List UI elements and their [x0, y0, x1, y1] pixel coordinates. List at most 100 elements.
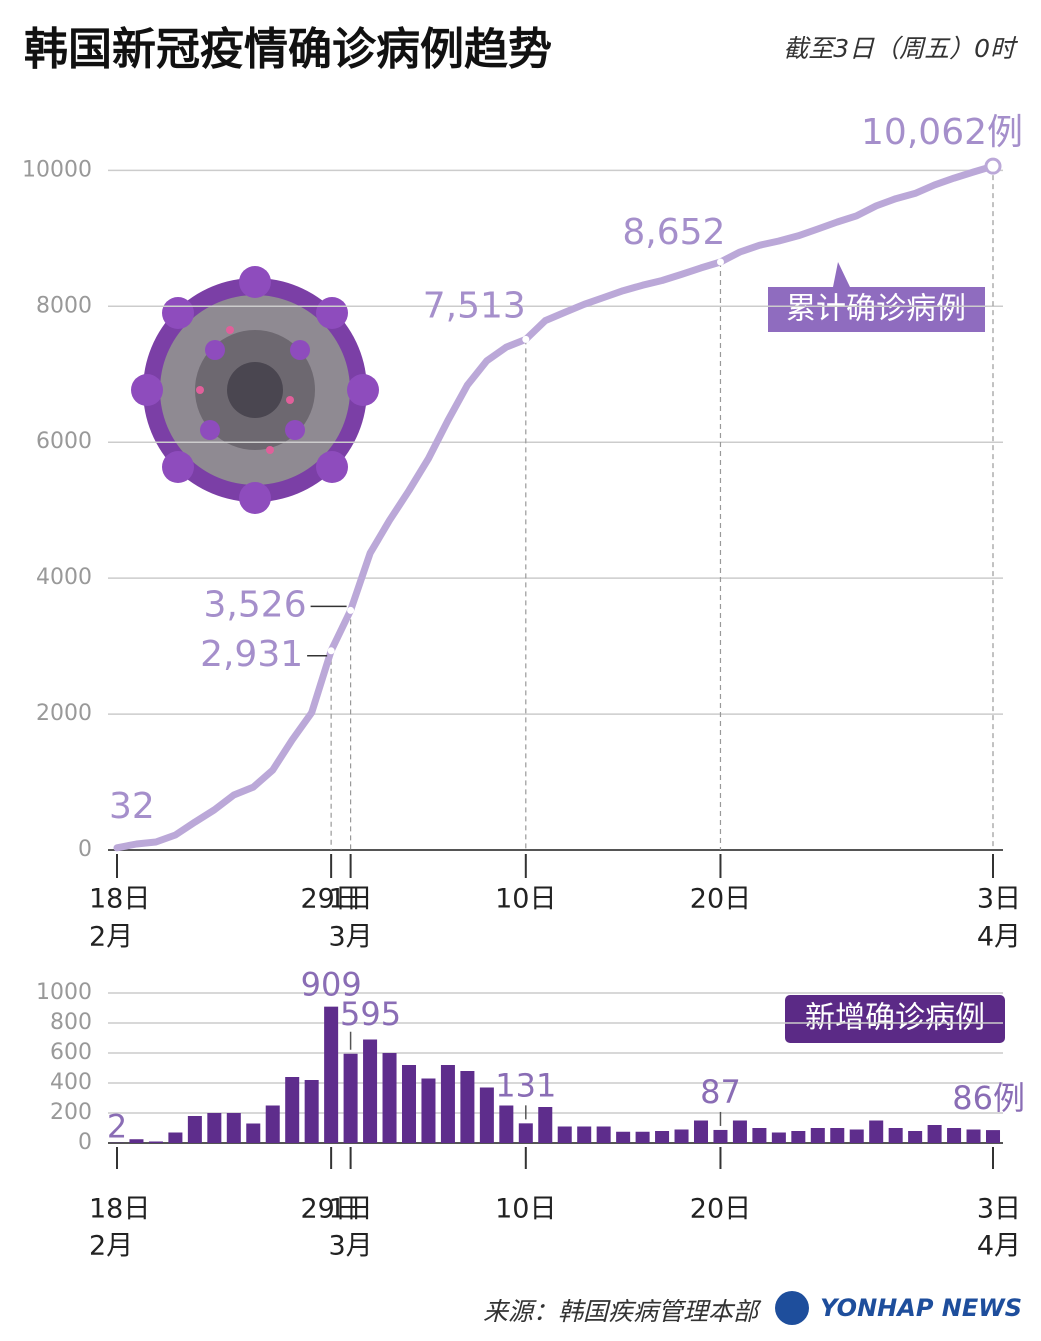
cumulative-line [113, 162, 997, 852]
bar [985, 1130, 1001, 1143]
bar [908, 1131, 923, 1143]
bar [713, 1129, 728, 1143]
bar [343, 1053, 358, 1143]
legend-label: 新增确诊病例 [805, 1001, 985, 1036]
value-label: 595 [340, 995, 401, 1033]
bar [849, 1129, 864, 1143]
bar [401, 1065, 417, 1143]
month-label: 2月 [89, 1231, 133, 1262]
legend-box-bar: 新增确诊病例 [785, 995, 1005, 1043]
y-tick-label: 6000 [36, 429, 92, 454]
y-tick-label: 2000 [36, 701, 92, 726]
bar [655, 1131, 670, 1143]
bar [577, 1126, 592, 1143]
value-label: 32 [109, 786, 155, 827]
logo: YONHAP NEWS [820, 1294, 1022, 1322]
y-tick-label: 800 [50, 1010, 92, 1035]
bar [421, 1078, 436, 1143]
bar [363, 1039, 378, 1143]
logo-mark [775, 1291, 809, 1325]
bar [246, 1123, 261, 1143]
bar [440, 1065, 455, 1143]
y-tick-label: 400 [50, 1070, 92, 1095]
bar [479, 1087, 494, 1143]
y-tick-label: 10000 [22, 157, 92, 182]
bar [499, 1105, 514, 1143]
legend-box-line: 累计确诊病例 [768, 262, 985, 332]
bar [771, 1132, 786, 1143]
x-tick-label: 29日 [300, 1194, 361, 1225]
bar [129, 1139, 144, 1143]
month-label: 4月 [977, 922, 1021, 953]
bar [324, 1006, 339, 1143]
bar [265, 1105, 280, 1143]
x-tick-label: 20日 [690, 1194, 751, 1225]
x-tick-label: 29日 [300, 884, 361, 915]
point [522, 335, 530, 343]
bar [382, 1053, 397, 1143]
bar [148, 1141, 163, 1143]
point [984, 157, 1002, 175]
value-label: 2 [107, 1108, 127, 1146]
bar [168, 1132, 183, 1143]
point [347, 606, 355, 614]
source: 来源：韩国疾病管理本部 [483, 1297, 762, 1326]
value-label: 87 [700, 1073, 741, 1111]
bar [791, 1131, 806, 1143]
bar [538, 1107, 553, 1143]
bar [830, 1128, 845, 1143]
value-label: 8,652 [622, 212, 725, 253]
y-tick-label: 4000 [36, 565, 92, 590]
y-tick-label: 8000 [36, 293, 92, 318]
month-label: 3月 [329, 922, 373, 953]
y-tick-label: 0 [78, 837, 92, 862]
value-label: 2,931 [200, 634, 303, 675]
month-label: 4月 [977, 1231, 1021, 1262]
point [716, 258, 724, 266]
x-tick-label: 20日 [690, 884, 751, 915]
x-tick-label: 10日 [495, 884, 556, 915]
bar [966, 1129, 981, 1143]
bar [888, 1128, 903, 1143]
bar [947, 1128, 962, 1143]
x-tick-label: 18日 [89, 884, 150, 915]
value-label: 909 [301, 966, 362, 1004]
y-tick-label: 600 [50, 1040, 92, 1065]
value-label: 7,513 [423, 285, 526, 326]
bar [187, 1116, 202, 1143]
month-label: 2月 [89, 922, 133, 953]
x-tick-label: 3日 [977, 1194, 1021, 1225]
bar [518, 1123, 533, 1143]
bar [869, 1120, 884, 1143]
legend-label: 累计确诊病例 [786, 292, 966, 327]
month-label: 3月 [329, 1231, 373, 1262]
y-tick-label: 0 [78, 1130, 92, 1155]
x-tick-label: 18日 [89, 1194, 150, 1225]
title: 韩国新冠疫情确诊病例趋势 [24, 24, 552, 75]
x-tick-label: 1日 [329, 1194, 373, 1225]
bar [927, 1125, 942, 1143]
x-tick-label: 1日 [329, 884, 373, 915]
bar [226, 1113, 241, 1143]
bar [460, 1071, 475, 1143]
bar [596, 1126, 611, 1143]
value-label: 3,526 [204, 584, 307, 625]
bar [693, 1120, 709, 1143]
bar [732, 1120, 747, 1143]
y-tick-label: 200 [50, 1100, 92, 1125]
y-tick-label: 1000 [36, 980, 92, 1005]
x-tick-label: 3日 [977, 884, 1021, 915]
bar [752, 1128, 767, 1143]
bar [207, 1113, 222, 1143]
bar [810, 1128, 825, 1143]
virus-illustration [131, 266, 379, 514]
x-tick-label: 10日 [495, 1194, 556, 1225]
point [327, 647, 335, 655]
bar [304, 1080, 319, 1143]
bar [635, 1131, 650, 1143]
bar [557, 1126, 572, 1143]
subtitle: 截至3日（周五）0时 [783, 34, 1019, 63]
value-label: 10,062例 [861, 112, 1023, 153]
